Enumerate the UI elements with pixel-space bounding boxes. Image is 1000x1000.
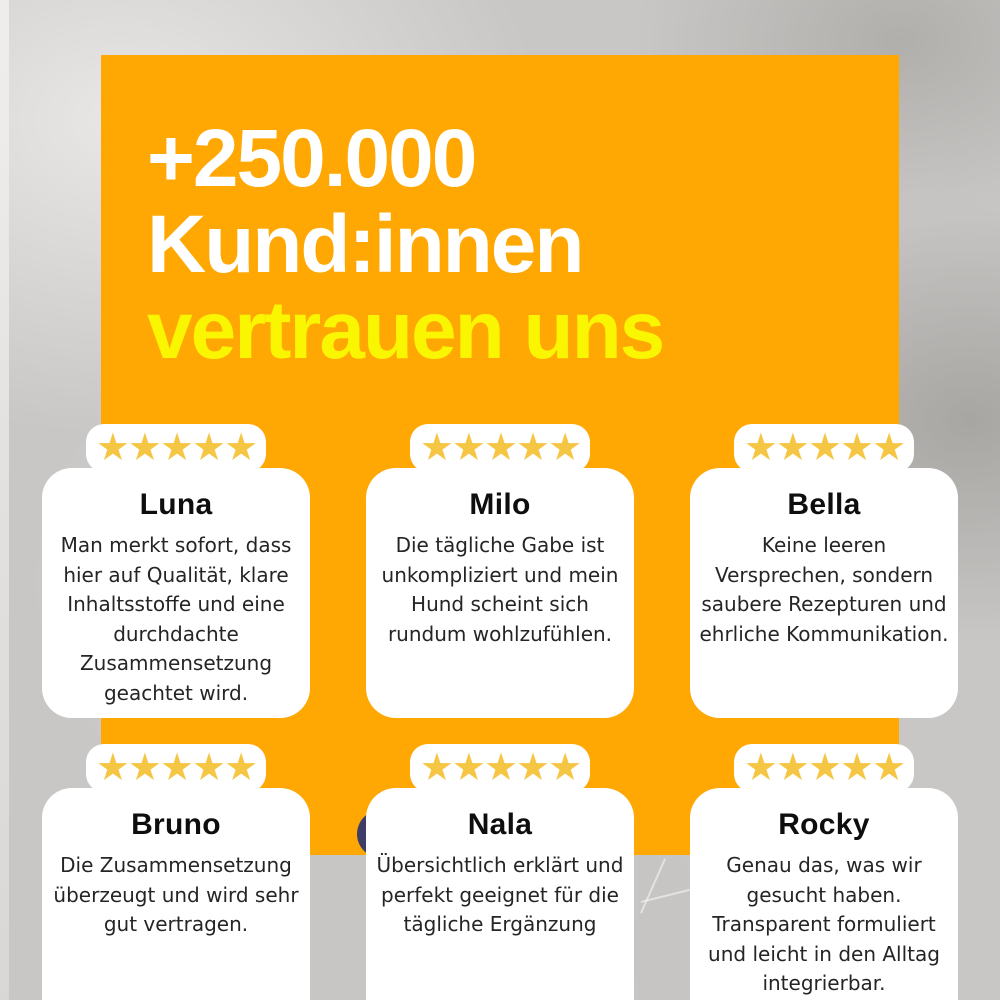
pet-name: Milo — [469, 488, 531, 521]
five-star-rating-icon: ★★★★★ — [743, 744, 906, 789]
headline-line-count: +250.000 — [147, 113, 477, 204]
review-text: Man merkt sofort, dass hier auf Qualität… — [60, 533, 292, 705]
star-rating-tab: ★★★★★ — [410, 424, 590, 472]
headline-line-customers: Kund:innen — [147, 199, 584, 290]
five-star-rating-icon: ★★★★★ — [95, 424, 258, 469]
five-star-rating-icon: ★★★★★ — [95, 744, 258, 789]
star-rating-tab: ★★★★★ — [410, 744, 590, 792]
star-rating-tab: ★★★★★ — [734, 744, 914, 792]
review-text: Keine leeren Versprechen, sondern sauber… — [699, 533, 949, 646]
card-body: Bruno Die Zusammensetzung überzeugt und … — [42, 788, 310, 1000]
review-text: Übersichtlich erklärt und perfekt geeign… — [376, 853, 624, 936]
review-text: Die tägliche Gabe ist unkompliziert und … — [381, 533, 619, 646]
card-body: Milo Die tägliche Gabe ist unkompliziert… — [366, 468, 634, 718]
card-body: Luna Man merkt sofort, dass hier auf Qua… — [42, 468, 310, 718]
pet-name: Bella — [787, 488, 861, 521]
headline: +250.000 Kund:innen vertrauen uns — [147, 113, 665, 376]
card-body: Bella Keine leeren Versprechen, sondern … — [690, 468, 958, 718]
five-star-rating-icon: ★★★★★ — [419, 424, 582, 469]
pet-name: Luna — [139, 488, 213, 521]
star-rating-tab: ★★★★★ — [734, 424, 914, 472]
pet-name: Nala — [467, 808, 533, 841]
card-body: Rocky Genau das, was wir gesucht haben. … — [690, 788, 958, 1000]
pet-name: Bruno — [131, 808, 221, 841]
star-rating-tab: ★★★★★ — [86, 744, 266, 792]
review-text: Genau das, was wir gesucht haben. Transp… — [708, 853, 940, 995]
review-text: Die Zusammensetzung überzeugt und wird s… — [53, 853, 299, 936]
star-rating-tab: ★★★★★ — [86, 424, 266, 472]
card-body: Nala Übersichtlich erklärt und perfekt g… — [366, 788, 634, 1000]
five-star-rating-icon: ★★★★★ — [419, 744, 582, 789]
five-star-rating-icon: ★★★★★ — [743, 424, 906, 469]
pet-name: Rocky — [778, 808, 870, 841]
headline-line-trust: vertrauen uns — [147, 285, 665, 376]
